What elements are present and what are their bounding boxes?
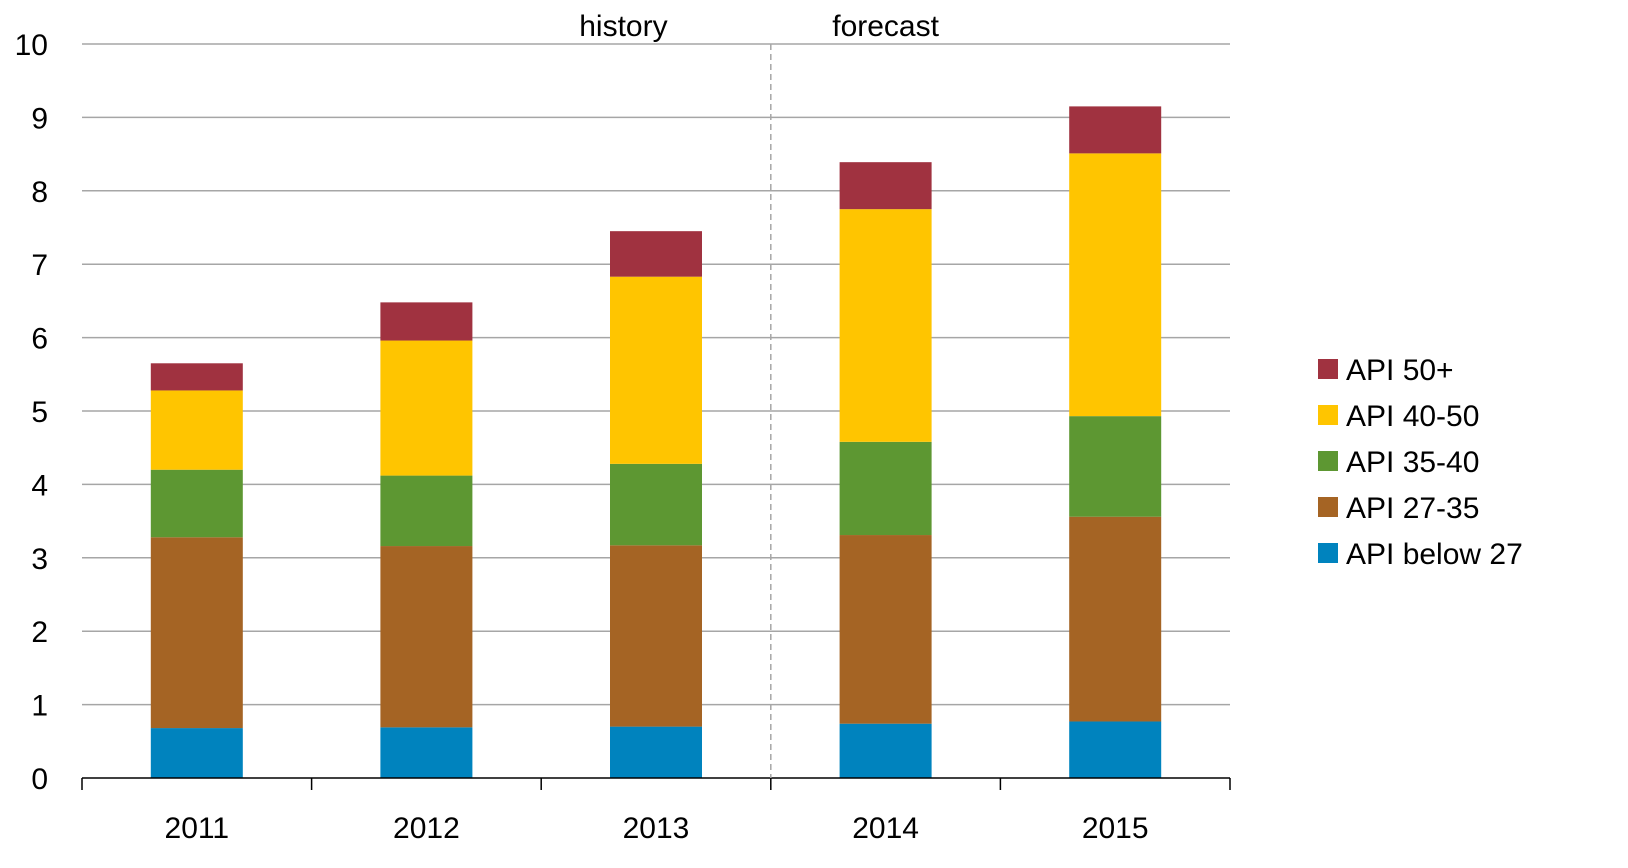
bar-segment <box>839 723 932 778</box>
history-label: history <box>579 10 667 43</box>
bar-segment <box>610 276 702 464</box>
legend: API 50+ API 40-50 API 35-40 API 27-35 API be… <box>1318 354 1523 571</box>
x-tick-label: 2011 <box>165 812 230 845</box>
annotations: history forecast <box>579 10 940 778</box>
bar-segment <box>150 728 243 778</box>
y-tick-label: 6 <box>31 323 48 356</box>
legend-label: API 35-40 <box>1346 446 1479 479</box>
bar-segment <box>1069 153 1162 417</box>
bar-segment <box>610 231 702 277</box>
forecast-label: forecast <box>832 10 939 43</box>
legend-swatch <box>1318 543 1338 563</box>
bar-segment <box>150 363 243 391</box>
y-tick-label: 10 <box>15 29 48 62</box>
bar-segment <box>1069 106 1162 154</box>
bar-segment <box>839 162 932 210</box>
bar-segment <box>150 537 243 729</box>
bar-segment <box>610 545 702 727</box>
y-tick-label: 3 <box>31 543 48 576</box>
legend-label: API below 27 <box>1346 538 1523 571</box>
bar-segment <box>839 535 932 724</box>
x-tick-label: 2013 <box>623 812 690 845</box>
bar-segment <box>150 469 243 538</box>
legend-swatch <box>1318 359 1338 379</box>
bar-segment <box>610 463 702 546</box>
x-tick-label: 2014 <box>852 812 919 845</box>
bar-segment <box>1069 516 1162 722</box>
bar-segment <box>1069 416 1162 517</box>
y-tick-label: 1 <box>31 690 48 723</box>
y-tick-label: 8 <box>31 176 48 209</box>
legend-label: API 27-35 <box>1346 492 1479 525</box>
y-tick-label: 0 <box>31 763 48 796</box>
bars <box>150 106 1162 778</box>
legend-label: API 50+ <box>1346 354 1454 387</box>
bar-segment <box>380 302 473 341</box>
bar-segment <box>1069 721 1162 778</box>
legend-swatch <box>1318 497 1338 517</box>
bar-segment <box>839 441 932 536</box>
bar-segment <box>380 727 473 778</box>
x-tick-label: 2015 <box>1082 812 1149 845</box>
bar-segment <box>610 726 702 778</box>
y-tick-label: 4 <box>31 469 48 502</box>
legend-swatch <box>1318 451 1338 471</box>
bar-segment <box>380 475 473 547</box>
y-tick-label: 5 <box>31 396 48 429</box>
legend-swatch <box>1318 405 1338 425</box>
bar-segment <box>380 546 473 728</box>
y-tick-label: 7 <box>31 249 48 282</box>
y-tick-label: 2 <box>31 616 48 649</box>
legend-label: API 40-50 <box>1346 400 1479 433</box>
bar-segment <box>839 209 932 442</box>
bar-segment <box>150 390 243 470</box>
x-tick-label: 2012 <box>393 812 460 845</box>
axes: 0 1 2 3 4 5 6 7 8 9 10 2011 2012 2013 2014 2015 <box>15 29 1231 845</box>
y-tick-label: 9 <box>31 102 48 135</box>
bar-segment <box>380 340 473 476</box>
